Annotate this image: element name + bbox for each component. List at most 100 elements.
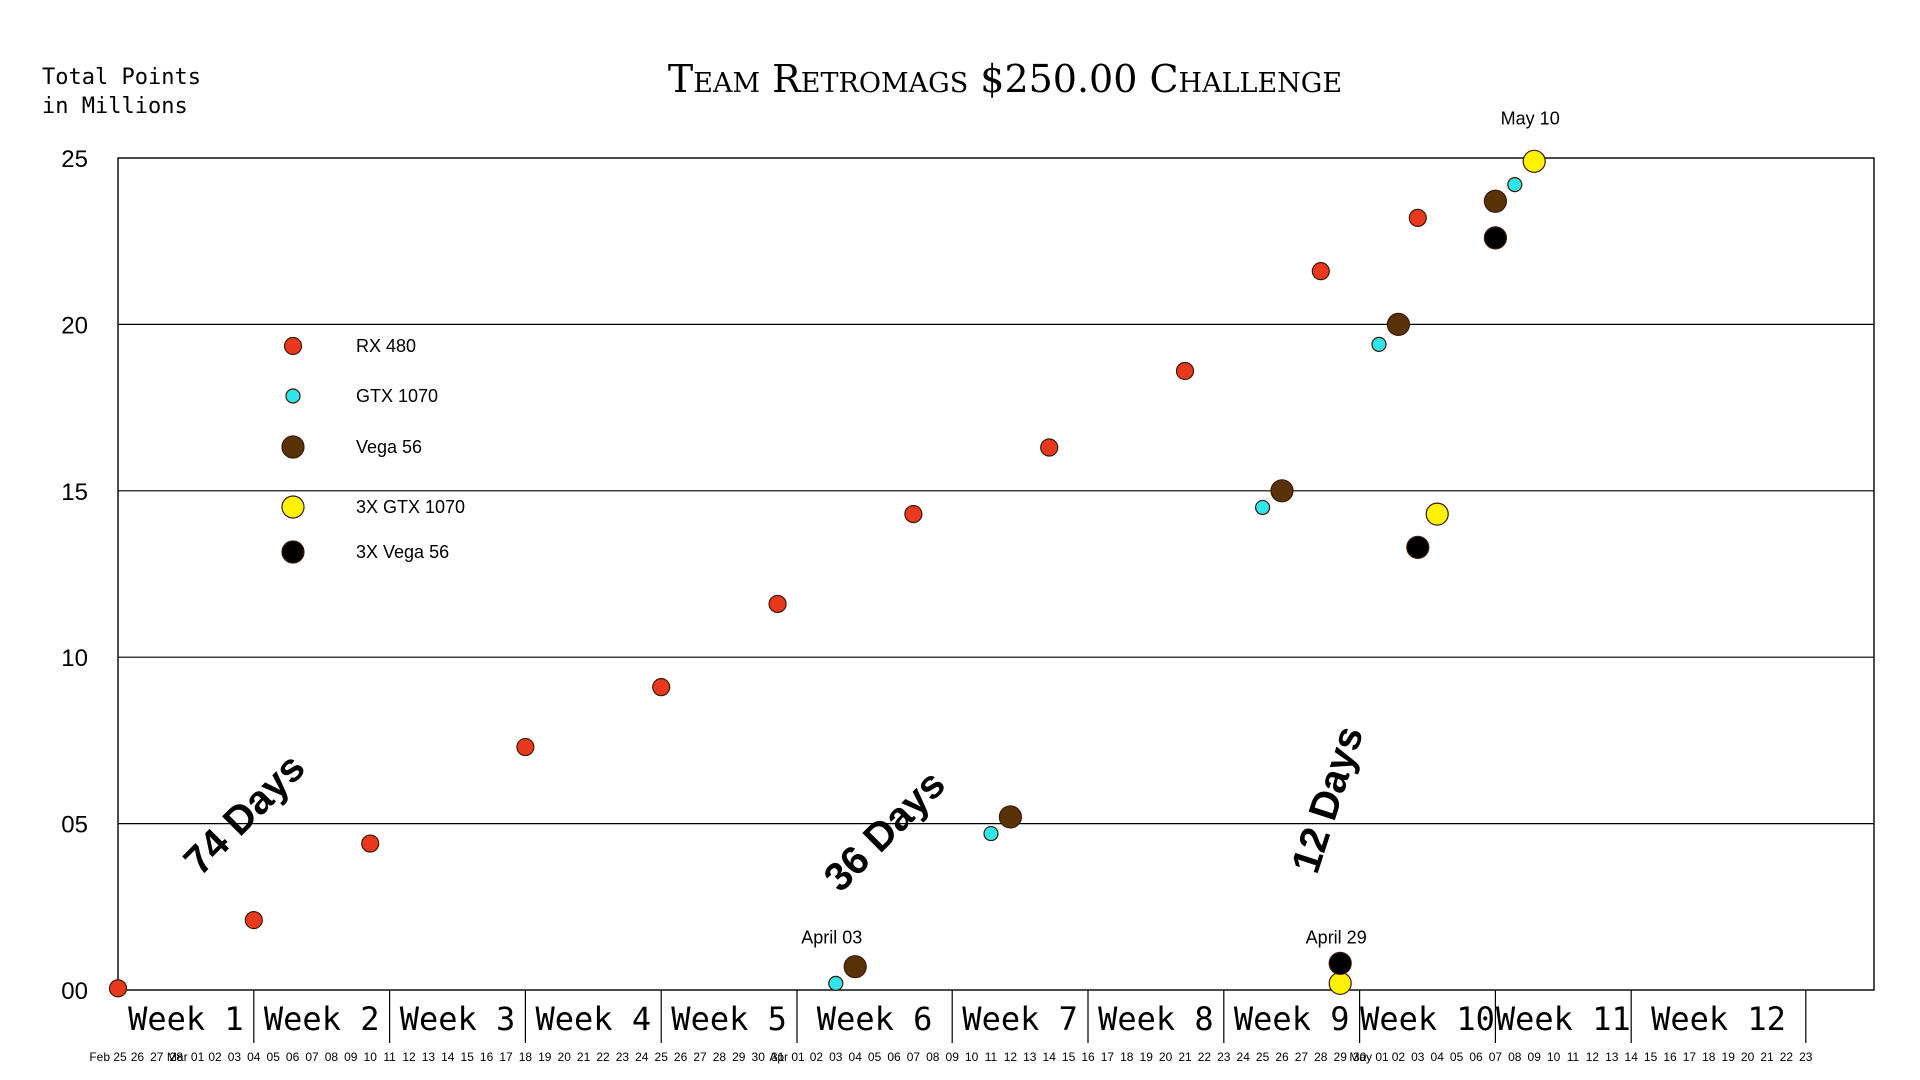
date-tick-label: 15 bbox=[461, 1050, 475, 1064]
week-label: Week 7 bbox=[962, 1000, 1078, 1038]
date-tick-label: 14 bbox=[1625, 1050, 1639, 1064]
range-label: 36 Days bbox=[816, 762, 954, 900]
date-tick-label: 30 bbox=[752, 1050, 766, 1064]
y-tick-label: 15 bbox=[61, 479, 88, 506]
date-tick-label: 28 bbox=[1314, 1050, 1328, 1064]
date-tick-label: 27 bbox=[693, 1050, 707, 1064]
date-tick-label: 16 bbox=[1663, 1050, 1677, 1064]
date-tick-label: 09 bbox=[344, 1050, 358, 1064]
point-rx-480 bbox=[244, 911, 263, 930]
date-tick-label: 18 bbox=[1702, 1050, 1716, 1064]
date-tick-label: 16 bbox=[480, 1050, 494, 1064]
date-tick-label: 20 bbox=[1159, 1050, 1173, 1064]
week-label: Week 8 bbox=[1098, 1000, 1214, 1038]
annotation-label: April 29 bbox=[1306, 927, 1367, 947]
point-rx-480 bbox=[1040, 438, 1059, 457]
date-tick-label: 29 bbox=[732, 1050, 746, 1064]
date-tick-label: 03 bbox=[1411, 1050, 1425, 1064]
point-vega-56 bbox=[998, 805, 1023, 829]
date-tick-label: 23 bbox=[616, 1050, 630, 1064]
date-tick-label: 28 bbox=[713, 1050, 727, 1064]
date-tick-label: 03 bbox=[829, 1050, 843, 1064]
date-tick-label: 03 bbox=[228, 1050, 242, 1064]
date-tick-label: 25 bbox=[1256, 1050, 1270, 1064]
week-label: Week 2 bbox=[264, 1000, 380, 1038]
point-3x-vega-56 bbox=[1483, 226, 1508, 250]
date-tick-label: 10 bbox=[965, 1050, 979, 1064]
plot-border bbox=[117, 157, 1875, 991]
legend-marker bbox=[285, 388, 301, 404]
legend-label: Vega 56 bbox=[356, 437, 422, 457]
point-rx-480 bbox=[1311, 262, 1330, 281]
date-tick-label: 28 bbox=[170, 1050, 184, 1064]
point-gtx-1070 bbox=[983, 825, 999, 842]
date-tick-label: 14 bbox=[1043, 1050, 1057, 1064]
legend-marker bbox=[281, 435, 305, 459]
legend-label: RX 480 bbox=[356, 336, 416, 356]
y-tick-label: 25 bbox=[61, 146, 88, 173]
date-tick-label: 15 bbox=[1644, 1050, 1658, 1064]
week-label: Week 9 bbox=[1234, 1000, 1350, 1038]
point-3x-gtx-1070 bbox=[1328, 971, 1352, 995]
date-tick-label: 21 bbox=[577, 1050, 591, 1064]
date-tick-label: 06 bbox=[887, 1050, 901, 1064]
date-tick-label: 26 bbox=[674, 1050, 688, 1064]
date-tick-label: 21 bbox=[1760, 1050, 1774, 1064]
date-tick-label: 22 bbox=[1198, 1050, 1212, 1064]
grid bbox=[118, 323, 1874, 825]
week-label: Week 4 bbox=[536, 1000, 652, 1038]
date-tick-label: 11 bbox=[1567, 1050, 1580, 1064]
date-tick-label: 04 bbox=[849, 1050, 863, 1064]
date-tick-label: 02 bbox=[208, 1050, 222, 1064]
date-tick-label: 13 bbox=[1605, 1050, 1619, 1064]
point-rx-480 bbox=[904, 504, 923, 524]
date-tick-label: Feb 25 bbox=[89, 1050, 127, 1064]
date-tick-label: May 01 bbox=[1349, 1050, 1389, 1064]
legend: RX 480 GTX 1070 Vega 56 3X GTX 1070 3X Vega … bbox=[281, 336, 465, 564]
date-tick-label: 29 bbox=[1334, 1050, 1348, 1064]
date-tick-label: 26 bbox=[1275, 1050, 1289, 1064]
y-tick-label: 10 bbox=[61, 645, 88, 672]
week-label: Week 10 bbox=[1360, 1000, 1495, 1038]
date-tick-label: 11 bbox=[383, 1050, 396, 1064]
week-label: Week 11 bbox=[1496, 1000, 1631, 1038]
date-tick-label: 15 bbox=[1062, 1050, 1076, 1064]
date-tick-label: 19 bbox=[1722, 1050, 1736, 1064]
date-tick-label: 08 bbox=[926, 1050, 940, 1064]
week-axis: Week 1 Week 2 Week 3 Week 4 Week 5 Week 6 Week… bbox=[128, 990, 1807, 1043]
legend-marker bbox=[281, 540, 305, 564]
date-tick-label: 10 bbox=[364, 1050, 378, 1064]
date-tick-label: 17 bbox=[1683, 1050, 1697, 1064]
date-tick-label: 08 bbox=[1508, 1050, 1522, 1064]
data-points bbox=[108, 149, 1546, 998]
point-vega-56 bbox=[843, 955, 867, 979]
date-tick-label: 10 bbox=[1547, 1050, 1561, 1064]
legend-label: 3X Vega 56 bbox=[356, 542, 449, 562]
date-tick-label: 11 bbox=[985, 1050, 998, 1064]
point-gtx-1070 bbox=[1507, 177, 1523, 193]
date-tick-label: 16 bbox=[1081, 1050, 1095, 1064]
legend-marker bbox=[281, 495, 305, 519]
date-tick-label: 09 bbox=[946, 1050, 960, 1064]
point-rx-480 bbox=[1175, 361, 1195, 381]
date-tick-label: 08 bbox=[325, 1050, 339, 1064]
date-tick-label: 20 bbox=[1741, 1050, 1755, 1064]
point-3x-vega-56 bbox=[1328, 951, 1352, 975]
date-tick-label: 12 bbox=[1586, 1050, 1600, 1064]
point-rx-480 bbox=[361, 834, 380, 853]
date-tick-label: 26 bbox=[131, 1050, 145, 1064]
date-tick-label: 09 bbox=[1528, 1050, 1542, 1064]
date-tick-label: Apr 01 bbox=[769, 1050, 805, 1064]
date-tick-label: 24 bbox=[1237, 1050, 1251, 1064]
date-tick-label: 23 bbox=[1217, 1050, 1231, 1064]
point-rx-480 bbox=[516, 737, 535, 757]
date-tick-label: 07 bbox=[1489, 1050, 1503, 1064]
date-tick-label: 24 bbox=[635, 1050, 649, 1064]
y-tick-label: 20 bbox=[61, 312, 88, 339]
date-tick-label: 21 bbox=[1178, 1050, 1192, 1064]
annotation-label: May 10 bbox=[1501, 109, 1560, 129]
date-tick-label: 19 bbox=[538, 1050, 552, 1064]
point-vega-56 bbox=[1483, 189, 1508, 213]
